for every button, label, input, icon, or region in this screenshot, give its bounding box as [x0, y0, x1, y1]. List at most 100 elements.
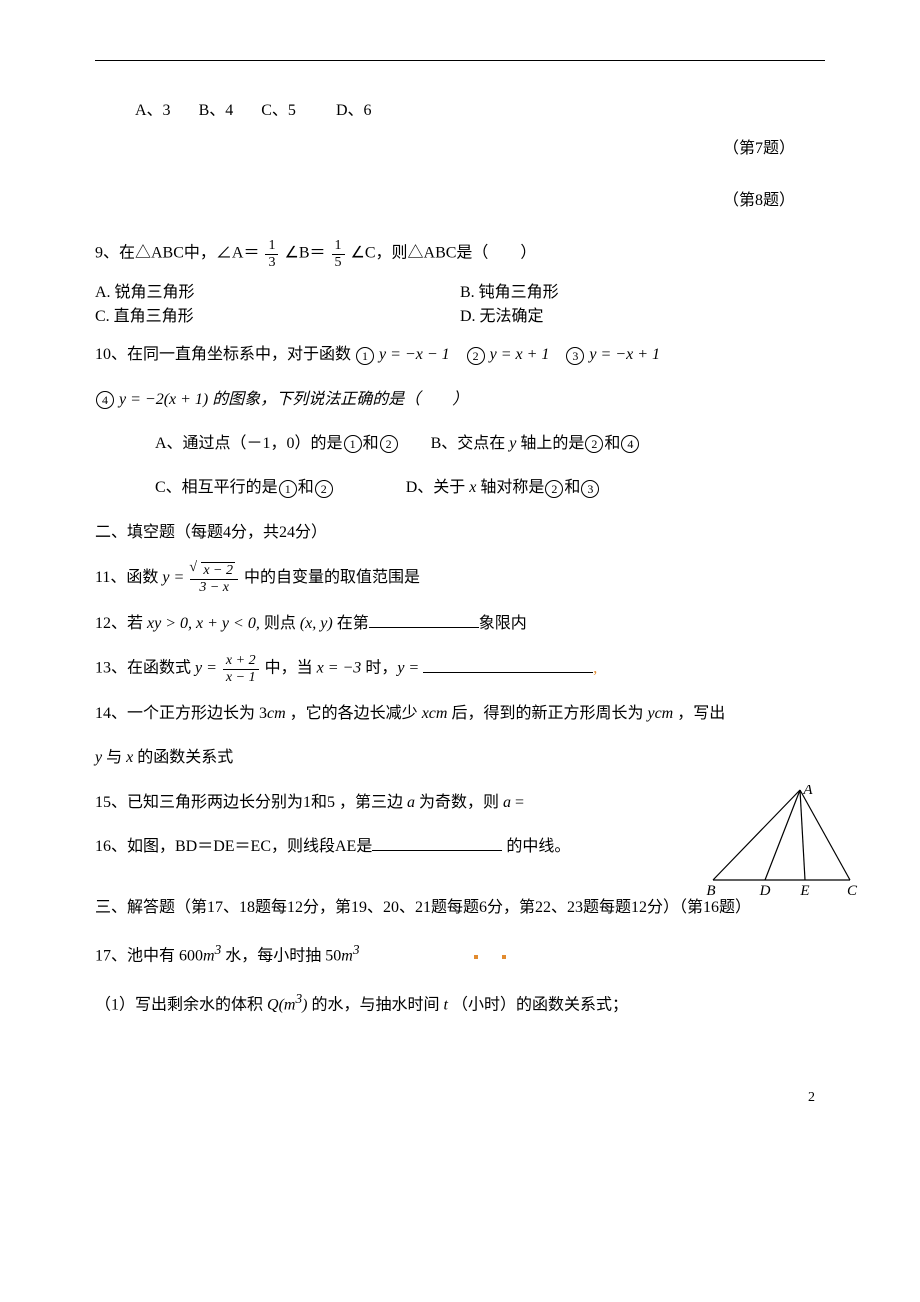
blank-field: [372, 834, 502, 851]
q11-post: 中的自变量的取值范围是: [244, 569, 420, 586]
frac-den: 5: [332, 254, 345, 270]
svg-text:E: E: [799, 883, 809, 899]
q16-pre: 16、如图，BD＝DE＝EC，则线段AE是: [95, 838, 372, 855]
q9-optD: D. 无法确定: [460, 302, 825, 326]
q10-optD-pre: D、关于: [406, 479, 470, 496]
q10-optB-post: 轴上的是: [516, 435, 584, 452]
text: 与: [102, 749, 126, 766]
q13-pre: 13、在函数式: [95, 660, 195, 677]
q17-line1: 17、池中有 600m3 水，每小时抽 50m3: [95, 937, 825, 972]
frac-den: 3 − x: [190, 579, 238, 595]
unit-cm: cm: [267, 705, 286, 722]
triangle-svg: ABDEC: [705, 785, 860, 905]
frac-den: 3: [265, 254, 278, 270]
circled-4: 4: [621, 435, 639, 453]
q9-optA: A. 锐角三角形: [95, 278, 460, 302]
q9-optC: C. 直角三角形: [95, 302, 460, 326]
and: 和: [298, 479, 314, 496]
q10-f1: y = −x − 1: [375, 346, 450, 363]
circled-2: 2: [585, 435, 603, 453]
circled-2: 2: [315, 480, 333, 498]
q12-mid: 则点: [260, 615, 300, 632]
q10-f2: y = x + 1: [486, 346, 550, 363]
q14-line2: y 与 x 的函数关系式: [95, 743, 825, 773]
circled-3: 3: [566, 347, 584, 365]
var-a: a: [407, 794, 415, 811]
and: 和: [604, 435, 620, 452]
triangle-figure: ABDEC: [705, 785, 860, 905]
circled-2: 2: [545, 480, 563, 498]
q9-frac1: 1 3: [265, 238, 278, 270]
frac-num: 1: [265, 238, 278, 253]
q10-optD-mid: 轴对称是: [476, 479, 544, 496]
ycm: ycm: [647, 705, 673, 722]
var-a: a: [503, 794, 511, 811]
q12-pre: 12、若: [95, 615, 147, 632]
q13-mid: 中，当: [265, 660, 317, 677]
q9-optB: B. 钝角三角形: [460, 278, 825, 302]
q14-mid1: ，它的各边长减少: [286, 705, 422, 722]
frac-den: x − 1: [223, 669, 259, 685]
and: 和: [363, 435, 379, 452]
q10-f3: y = −x + 1: [585, 346, 660, 363]
unit-m: m: [341, 947, 353, 964]
frac-num: 1: [332, 238, 345, 253]
note-q8: （第8题）: [95, 186, 825, 210]
y-eq2: y =: [397, 660, 423, 677]
q10-optB-pre: B、交点在: [431, 435, 510, 452]
xcm: xcm: [422, 705, 448, 722]
svg-text:D: D: [759, 883, 771, 899]
q15-mid: 为奇数，则: [415, 794, 503, 811]
page-number: 2: [95, 1090, 825, 1106]
q14-line1: 14、一个正方形边长为 3cm ，它的各边长减少 xcm 后，得到的新正方形周长…: [95, 699, 825, 729]
q9-mid2: ∠C，则△ABC是（ ）: [351, 245, 537, 262]
q17s1-pre: （1）写出剩余水的体积: [95, 996, 267, 1013]
blank-field: [423, 656, 593, 673]
orange-mark: [474, 955, 478, 959]
x-eq: x = −3: [317, 660, 362, 677]
q16-post: 的中线。: [506, 838, 570, 855]
q9-prefix: 9、在△ABC中，∠A＝: [95, 245, 259, 262]
q9-frac2: 1 5: [332, 238, 345, 270]
svg-text:B: B: [706, 883, 715, 899]
circled-3: 3: [581, 480, 599, 498]
opt-b: B、4: [199, 102, 234, 119]
q10-opts-row2: C、相互平行的是1和2 D、关于 x 轴对称是2和3: [95, 473, 825, 503]
q10-pre: 10、在同一直角坐标系中，对于函数: [95, 346, 351, 363]
q11-pre: 11、函数: [95, 569, 162, 586]
q12-post: 在第: [333, 615, 369, 632]
section2-heading: 二、填空题（每题4分，共24分）: [95, 518, 825, 548]
q9-opts-row1: A. 锐角三角形 B. 钝角三角形: [95, 278, 825, 302]
circled-2: 2: [380, 435, 398, 453]
q14-mid3: ，写出: [673, 705, 725, 722]
blank-field: [369, 611, 479, 628]
var-Q: Q: [267, 996, 279, 1013]
q9-opts-row2: C. 直角三角形 D. 无法确定: [95, 302, 825, 326]
q13: 13、在函数式 y = x + 2 x − 1 中，当 x = −3 时，y =…: [95, 653, 825, 685]
svg-text:A: A: [802, 785, 813, 798]
q14-pre: 14、一个正方形边长为 3: [95, 705, 267, 722]
frac-num: x + 2: [223, 653, 259, 668]
q17s1-mid: 的水，与抽水时间: [307, 996, 443, 1013]
circled-2: 2: [467, 347, 485, 365]
q17-mid: 水，每小时抽 50: [221, 947, 341, 964]
q14-mid2: 后，得到的新正方形周长为: [447, 705, 647, 722]
opt-d: D、6: [336, 102, 372, 119]
note-q7: （第7题）: [95, 134, 825, 158]
orange-mark: [502, 955, 506, 959]
text: 的函数关系式: [133, 749, 233, 766]
circled-1: 1: [344, 435, 362, 453]
q13-frac: x + 2 x − 1: [223, 653, 259, 685]
sqrt-icon: x − 2: [193, 562, 235, 578]
q10-optC-pre: C、相互平行的是: [155, 479, 278, 496]
y-eq: y =: [162, 569, 188, 586]
q15-pre: 15、已知三角形两边长分别为1和5 ，第三边: [95, 794, 407, 811]
q12: 12、若 xy > 0, x + y < 0, 则点 (x, y) 在第象限内: [95, 609, 825, 639]
q10-line2: 4 y = −2(x + 1) 的图象，下列说法正确的是（ ）: [95, 385, 825, 415]
q11-frac: x − 2 3 − x: [190, 562, 238, 595]
radicand: x − 2: [201, 562, 235, 578]
circled-1: 1: [356, 347, 374, 365]
q10-line1: 10、在同一直角坐标系中，对于函数 1 y = −x − 1 2 y = x +…: [95, 340, 825, 370]
unit-m: m: [203, 947, 215, 964]
q-prev-options: A、3 B、4 C、5 D、6: [95, 96, 825, 126]
